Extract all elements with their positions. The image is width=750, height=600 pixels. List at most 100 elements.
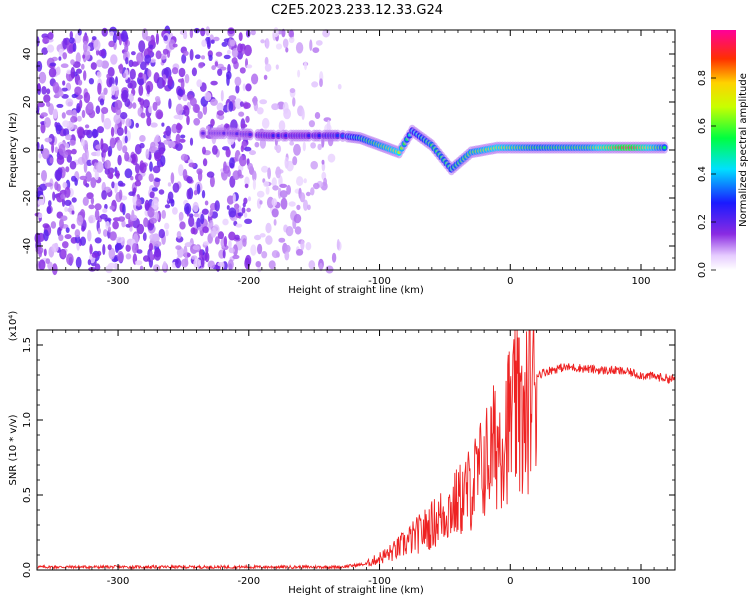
noise-cell — [93, 39, 101, 51]
noise-cell — [74, 86, 82, 95]
noise-cell — [229, 39, 236, 45]
noise-cell — [138, 84, 144, 97]
noise-cell — [285, 47, 289, 53]
noise-cell — [234, 76, 242, 87]
noise-cell — [94, 263, 101, 272]
noise-cell — [109, 205, 115, 210]
noise-cell — [40, 122, 46, 134]
y-tick-label: 0.5 — [22, 487, 33, 503]
noise-cell — [148, 243, 153, 251]
noise-cell — [314, 112, 321, 119]
noise-cell — [44, 182, 53, 187]
noise-cell — [218, 114, 225, 120]
noise-cell — [303, 178, 307, 184]
noise-cell — [186, 176, 193, 184]
colorbar-ticks: 0.0 0.2 0.4 0.6 0.8 — [697, 70, 716, 278]
noise-cell — [150, 122, 158, 128]
noise-cell — [161, 122, 165, 127]
noise-cell — [103, 87, 108, 96]
noise-cell — [193, 190, 198, 196]
signal-core — [235, 132, 239, 136]
noise-cell — [239, 155, 247, 167]
noise-cell — [140, 61, 147, 71]
noise-cell — [62, 52, 67, 60]
noise-cell — [71, 210, 75, 215]
noise-cell — [82, 129, 91, 136]
noise-cell — [184, 73, 190, 84]
noise-cell — [154, 136, 161, 143]
noise-cell — [41, 86, 47, 95]
noise-cell — [81, 109, 86, 119]
noise-cell — [210, 98, 218, 106]
noise-cell — [149, 217, 157, 224]
snr-plot-area — [37, 330, 675, 570]
noise-cell — [143, 217, 149, 228]
noise-cell — [310, 187, 315, 196]
noise-cell — [156, 77, 165, 89]
noise-cell — [85, 183, 90, 188]
noise-cell — [58, 48, 64, 57]
noise-cell — [128, 93, 134, 103]
noise-cell — [221, 41, 228, 47]
noise-cell — [41, 170, 47, 182]
noise-cell — [206, 171, 215, 178]
noise-cell — [232, 254, 240, 260]
noise-cell — [175, 258, 182, 269]
noise-cell — [132, 102, 137, 109]
noise-cell — [202, 226, 209, 234]
noise-cell — [118, 63, 124, 74]
noise-cell — [96, 161, 104, 173]
noise-cell — [198, 249, 203, 259]
noise-cell — [94, 209, 100, 221]
noise-cell — [186, 115, 190, 126]
noise-cell — [71, 175, 77, 182]
noise-cell — [288, 201, 296, 207]
noise-cell — [96, 71, 102, 78]
noise-cell — [229, 157, 235, 169]
noise-cell — [139, 142, 145, 149]
noise-cell — [180, 134, 186, 139]
noise-cell — [41, 47, 48, 55]
noise-cell — [254, 234, 262, 241]
snr-y-ticks: 0.0 0.5 1.0 1.5 — [22, 337, 675, 578]
noise-cell — [237, 50, 243, 60]
noise-cell — [125, 118, 132, 127]
noise-cell — [38, 250, 42, 258]
noise-cell — [175, 133, 181, 145]
noise-cell — [98, 49, 106, 57]
noise-cell — [237, 169, 242, 177]
noise-cell — [282, 38, 289, 49]
noise-cell — [263, 74, 268, 80]
noise-cell — [181, 54, 187, 64]
noise-cell — [326, 119, 331, 132]
noise-cell — [209, 175, 215, 188]
noise-cell — [214, 61, 218, 67]
noise-cell — [240, 123, 248, 128]
noise-cell — [130, 176, 134, 181]
noise-cell — [260, 39, 265, 44]
noise-cell — [46, 206, 52, 214]
y-tick-label: 20 — [22, 96, 33, 109]
noise-cell — [39, 183, 47, 191]
snr-y-multiplier: (x10⁴) — [8, 311, 19, 342]
noise-cell — [307, 204, 311, 211]
noise-cell — [96, 59, 104, 68]
noise-cell — [170, 199, 175, 207]
snr-panel: -300 -200 -100 0 100 0.0 0.5 1.0 1.5 Height of … — [8, 311, 676, 596]
noise-cell — [66, 207, 73, 213]
noise-cell — [90, 177, 97, 189]
noise-cell — [197, 111, 203, 120]
noise-cell — [124, 151, 130, 162]
noise-cell — [189, 97, 197, 107]
noise-cell — [71, 148, 77, 155]
noise-cell — [241, 207, 246, 214]
noise-cell — [71, 197, 77, 203]
noise-cell — [118, 189, 123, 200]
noise-cell — [327, 153, 336, 163]
noise-cell — [49, 62, 57, 67]
noise-cell — [216, 102, 224, 112]
noise-cell — [228, 101, 234, 112]
noise-cell — [226, 49, 231, 55]
noise-cell — [43, 248, 47, 257]
noise-cell — [82, 196, 89, 206]
